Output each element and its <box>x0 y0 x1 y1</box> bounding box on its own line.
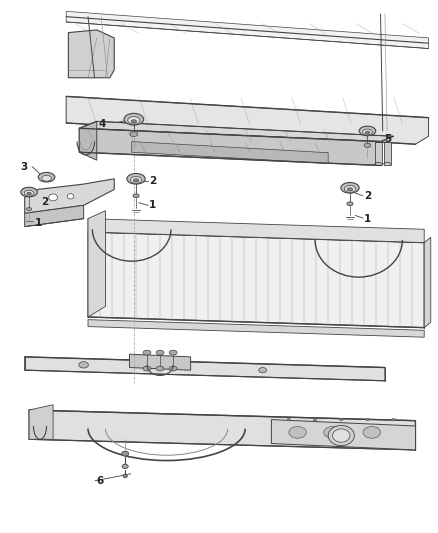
Text: 1: 1 <box>35 218 42 228</box>
Ellipse shape <box>122 464 128 469</box>
Ellipse shape <box>169 350 177 355</box>
Ellipse shape <box>259 368 267 373</box>
Ellipse shape <box>339 418 343 421</box>
Ellipse shape <box>324 426 341 438</box>
Polygon shape <box>66 96 428 144</box>
Polygon shape <box>79 122 394 142</box>
Ellipse shape <box>392 418 396 421</box>
Polygon shape <box>130 354 191 370</box>
Ellipse shape <box>67 193 74 199</box>
Polygon shape <box>29 405 53 439</box>
Ellipse shape <box>128 117 140 124</box>
Polygon shape <box>132 142 328 164</box>
Polygon shape <box>424 237 431 328</box>
Polygon shape <box>375 142 382 165</box>
Text: 2: 2 <box>41 197 48 207</box>
Polygon shape <box>68 30 114 78</box>
Ellipse shape <box>169 366 177 371</box>
Ellipse shape <box>24 190 34 196</box>
Ellipse shape <box>124 114 144 125</box>
Ellipse shape <box>365 131 370 134</box>
Ellipse shape <box>131 176 142 183</box>
Polygon shape <box>79 122 97 160</box>
Ellipse shape <box>38 172 55 182</box>
Ellipse shape <box>364 143 371 148</box>
Polygon shape <box>88 320 424 337</box>
Polygon shape <box>25 179 114 213</box>
Polygon shape <box>66 11 428 49</box>
Ellipse shape <box>341 182 359 193</box>
Ellipse shape <box>130 132 138 136</box>
Ellipse shape <box>133 194 139 198</box>
Text: 1: 1 <box>149 200 156 211</box>
Polygon shape <box>88 219 424 243</box>
Text: 6: 6 <box>96 477 103 486</box>
Ellipse shape <box>313 418 317 421</box>
Polygon shape <box>88 232 424 328</box>
Polygon shape <box>384 142 391 165</box>
Ellipse shape <box>42 175 51 181</box>
Text: 5: 5 <box>384 134 391 144</box>
Ellipse shape <box>287 418 290 421</box>
Ellipse shape <box>26 207 32 211</box>
Polygon shape <box>29 410 416 450</box>
Ellipse shape <box>156 366 164 371</box>
Ellipse shape <box>127 173 145 184</box>
Ellipse shape <box>366 418 369 421</box>
Ellipse shape <box>134 179 139 182</box>
Ellipse shape <box>289 426 306 438</box>
Text: 4: 4 <box>99 119 106 129</box>
Ellipse shape <box>347 188 353 191</box>
Polygon shape <box>79 128 381 165</box>
Polygon shape <box>272 419 416 450</box>
Ellipse shape <box>143 350 151 355</box>
Text: 3: 3 <box>20 161 28 172</box>
Text: 2: 2 <box>149 176 156 187</box>
Polygon shape <box>25 357 385 381</box>
Text: 1: 1 <box>364 214 371 224</box>
Ellipse shape <box>156 350 164 355</box>
Ellipse shape <box>143 366 151 371</box>
Ellipse shape <box>328 425 354 446</box>
Ellipse shape <box>131 120 137 123</box>
Ellipse shape <box>363 129 372 135</box>
Ellipse shape <box>359 126 376 136</box>
Ellipse shape <box>123 474 127 478</box>
Polygon shape <box>25 205 84 227</box>
Ellipse shape <box>332 429 350 442</box>
Text: 2: 2 <box>364 191 371 201</box>
Ellipse shape <box>122 451 129 456</box>
Ellipse shape <box>27 192 31 195</box>
Ellipse shape <box>21 187 37 197</box>
Polygon shape <box>88 211 106 317</box>
Ellipse shape <box>49 194 57 201</box>
Ellipse shape <box>79 362 88 368</box>
Ellipse shape <box>347 202 353 206</box>
Ellipse shape <box>363 426 381 438</box>
Ellipse shape <box>344 185 356 192</box>
